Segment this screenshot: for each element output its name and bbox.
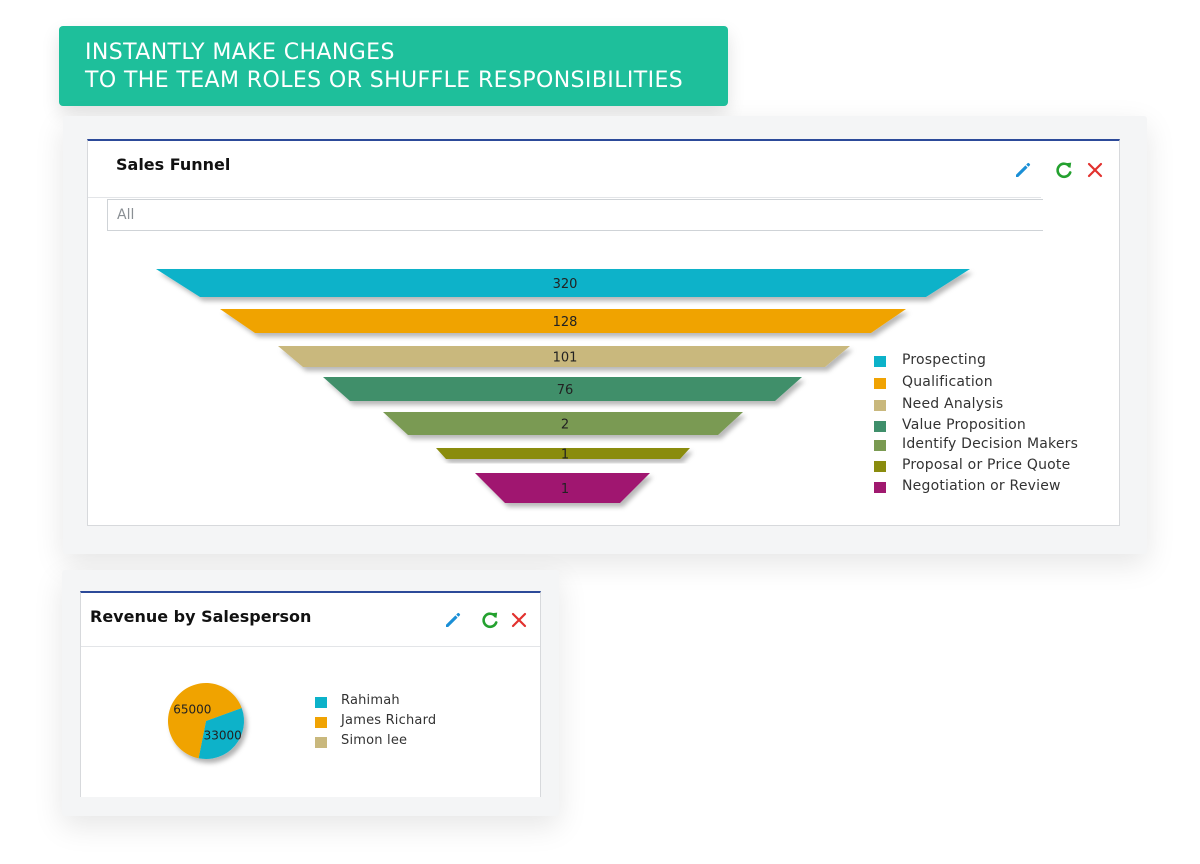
sales-funnel-chart: 320 128 101 76 2 1 1 bbox=[156, 269, 970, 503]
close-icon[interactable] bbox=[510, 611, 528, 634]
headline-banner: INSTANTLY MAKE CHANGES TO THE TEAM ROLES… bbox=[59, 26, 728, 106]
legend-label: Rahimah bbox=[341, 693, 400, 708]
revenue-title: Revenue by Salesperson bbox=[90, 607, 312, 626]
pie-group bbox=[168, 683, 244, 759]
funnel-segment-need-analysis[interactable] bbox=[278, 346, 850, 367]
revenue-pie-chart: 33000 65000 bbox=[168, 683, 244, 759]
funnel-segment-value-proposition[interactable] bbox=[323, 377, 802, 401]
legend-label: Prospecting bbox=[902, 352, 987, 368]
legend-swatch bbox=[874, 356, 886, 367]
funnel-value-label: 1 bbox=[561, 448, 569, 463]
funnel-value-label: 76 bbox=[557, 383, 574, 398]
pencil-icon[interactable] bbox=[1013, 160, 1033, 185]
legend-swatch bbox=[874, 440, 886, 451]
sales-funnel-title: Sales Funnel bbox=[116, 155, 231, 174]
funnel-value-label: 1 bbox=[561, 482, 569, 497]
funnel-value-label: 320 bbox=[553, 277, 578, 292]
funnel-value-label: 128 bbox=[553, 315, 578, 330]
funnel-segment-negotiation-or-review[interactable] bbox=[475, 473, 650, 503]
pie-value-label: 65000 bbox=[173, 702, 211, 716]
legend-swatch bbox=[874, 400, 886, 411]
close-icon[interactable] bbox=[1086, 161, 1104, 184]
funnel-filter-select[interactable]: All bbox=[107, 199, 1043, 231]
legend-label: Need Analysis bbox=[902, 396, 1004, 412]
revenue-widget: Revenue by Salesperson 33000 65000 Rahima… bbox=[80, 591, 541, 797]
pencil-icon[interactable] bbox=[443, 610, 463, 635]
legend-label: James Richard bbox=[341, 713, 437, 728]
pie-slice-rahimah[interactable] bbox=[198, 708, 244, 759]
funnel-segment-qualification[interactable] bbox=[220, 309, 906, 333]
legend-swatch bbox=[874, 421, 886, 432]
pie-slice-james-richard[interactable] bbox=[168, 683, 242, 759]
sales-funnel-header-divider bbox=[88, 197, 1041, 198]
legend-label: Proposal or Price Quote bbox=[902, 457, 1071, 473]
legend-swatch bbox=[874, 378, 886, 389]
refresh-icon[interactable] bbox=[1054, 160, 1074, 185]
legend-swatch bbox=[315, 737, 327, 748]
funnel-value-label: 2 bbox=[561, 418, 569, 433]
funnel-segment-identify-decision-makers[interactable] bbox=[383, 412, 743, 435]
legend-label: Identify Decision Makers bbox=[902, 436, 1079, 452]
headline-line-1: INSTANTLY MAKE CHANGES bbox=[85, 40, 395, 65]
legend-label: Negotiation or Review bbox=[902, 478, 1061, 494]
funnel-segment-prospecting[interactable] bbox=[156, 269, 970, 297]
legend-label: Qualification bbox=[902, 374, 993, 390]
legend-swatch bbox=[315, 717, 327, 728]
refresh-icon[interactable] bbox=[480, 610, 500, 635]
legend-swatch bbox=[874, 482, 886, 493]
legend-label: Value Proposition bbox=[902, 417, 1026, 433]
legend-label: Simon lee bbox=[341, 733, 408, 748]
funnel-segment-proposal-or-price-quote[interactable] bbox=[436, 448, 690, 459]
funnel-value-label: 101 bbox=[553, 351, 578, 366]
pie-value-label: 33000 bbox=[204, 728, 242, 742]
legend-swatch bbox=[315, 697, 327, 708]
legend-swatch bbox=[874, 461, 886, 472]
headline-line-2: TO THE TEAM ROLES OR SHUFFLE RESPONSIBIL… bbox=[85, 68, 684, 93]
revenue-header-divider bbox=[81, 646, 540, 647]
sales-funnel-widget: Sales Funnel All 320 128 101 76 2 1 1 Prospect… bbox=[87, 139, 1120, 526]
